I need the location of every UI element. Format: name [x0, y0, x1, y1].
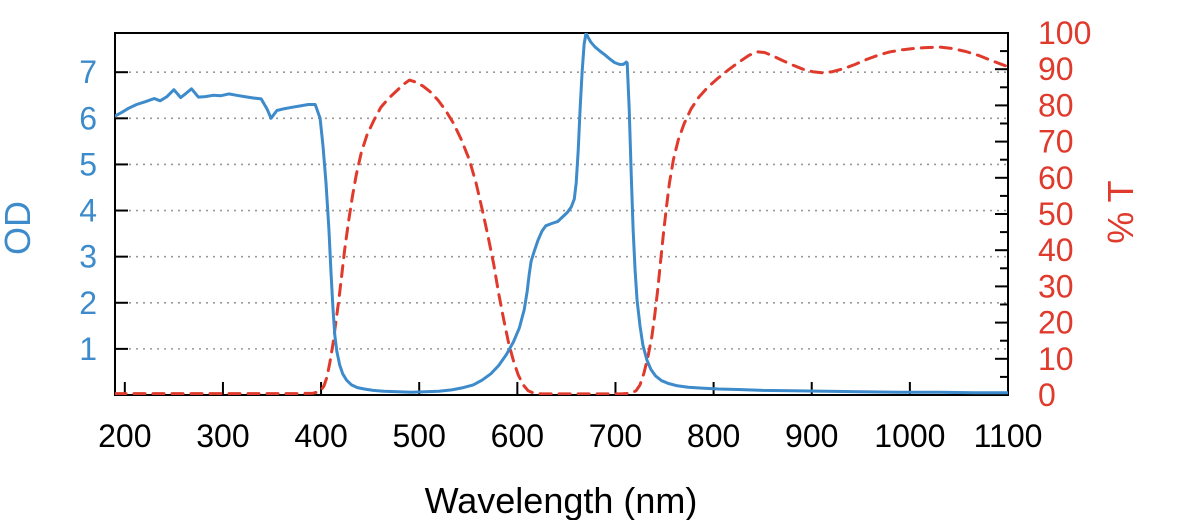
series-od [115, 33, 1008, 395]
x-tick-label: 500 [393, 418, 446, 454]
series-transmission [115, 45, 1008, 395]
x-tick-label: 1100 [974, 418, 1043, 454]
right-axis-title: % T [1100, 180, 1141, 243]
x-tick-label: 700 [589, 418, 642, 454]
left-axis-title: OD [0, 201, 38, 255]
right-tick-label: 100 [1038, 15, 1091, 51]
left-tick-label: 2 [79, 285, 97, 321]
right-tick-label: 80 [1038, 87, 1074, 123]
right-tick-label: 40 [1038, 232, 1074, 268]
x-tick-label: 900 [785, 418, 838, 454]
left-tick-label: 5 [79, 146, 97, 182]
right-tick-label: 50 [1038, 196, 1074, 232]
tick-labels: 200 300 400 500 600 700 800 900 1000 110012345670… [79, 15, 1091, 454]
x-axis-title: Wavelength (nm) [425, 480, 698, 520]
left-tick-label: 1 [79, 331, 97, 367]
gridlines [115, 71, 1008, 350]
right-tick-label: 60 [1038, 160, 1074, 196]
x-tick-label: 300 [196, 418, 249, 454]
x-tick-label: 1000 [874, 418, 945, 454]
right-tick-label: 10 [1038, 341, 1074, 377]
x-tick-label: 400 [294, 418, 347, 454]
right-tick-label: 20 [1038, 305, 1074, 341]
x-tick-label: 200 [98, 418, 151, 454]
left-tick-label: 7 [79, 54, 97, 90]
right-tick-label: 70 [1038, 124, 1074, 160]
right-tick-label: 0 [1038, 377, 1056, 413]
x-tick-label: 600 [491, 418, 544, 454]
curves [115, 33, 1008, 395]
axis-ticks [115, 32, 1009, 396]
left-tick-label: 3 [79, 239, 97, 275]
right-tick-label: 90 [1038, 51, 1074, 87]
x-tick-label: 800 [687, 418, 740, 454]
plot-frame [114, 32, 1009, 396]
right-tick-label: 30 [1038, 268, 1074, 304]
left-tick-label: 4 [79, 193, 97, 229]
left-tick-label: 6 [79, 100, 97, 136]
